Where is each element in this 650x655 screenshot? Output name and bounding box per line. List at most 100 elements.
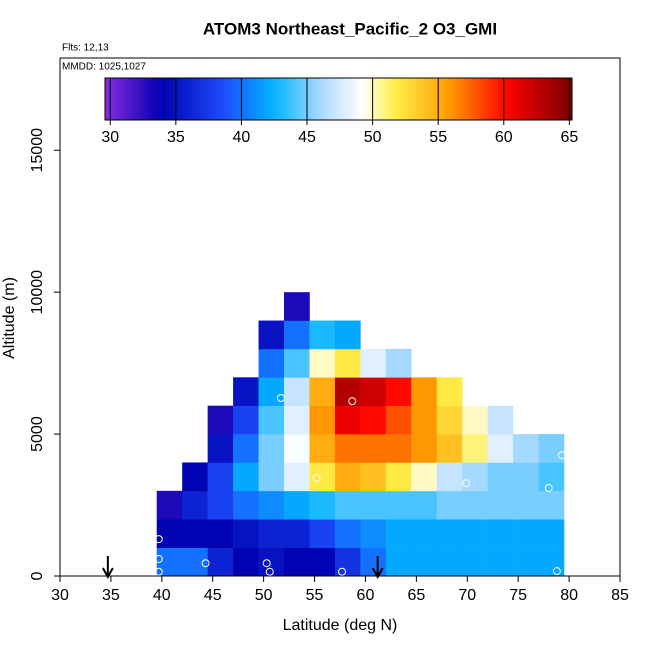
heat-cell bbox=[411, 490, 438, 520]
x-tick-label: 80 bbox=[560, 587, 578, 604]
heat-cell bbox=[487, 547, 514, 577]
heat-cell bbox=[258, 434, 285, 463]
note: MMDD: 1025,1027 bbox=[62, 62, 146, 73]
flight-point bbox=[262, 559, 271, 568]
x-tick-label: 75 bbox=[509, 587, 527, 604]
arrow bbox=[101, 556, 114, 580]
heat-cell bbox=[487, 519, 514, 548]
heat-cell bbox=[360, 377, 387, 406]
heat-cell bbox=[207, 434, 234, 463]
heat-cell bbox=[385, 547, 412, 577]
x-tick-label: 85 bbox=[611, 587, 629, 604]
colorbar-tick-label: 30 bbox=[101, 129, 119, 146]
heat-cell bbox=[487, 462, 514, 492]
heat-cell bbox=[233, 377, 259, 406]
heat-cell bbox=[284, 320, 310, 350]
heat-cell bbox=[284, 547, 310, 577]
heat-cell bbox=[309, 434, 336, 463]
heat-cell bbox=[233, 547, 259, 577]
heat-cell bbox=[182, 547, 208, 577]
heat-cell bbox=[462, 405, 488, 435]
heat-cell bbox=[207, 462, 234, 492]
chart-title: ATOM3 Northeast_Pacific_2 O3_GMI bbox=[203, 19, 497, 38]
plot-frame bbox=[59, 57, 621, 577]
heat-cell bbox=[385, 490, 412, 520]
heat-cell bbox=[538, 462, 565, 492]
heat-cell bbox=[360, 547, 387, 577]
heat-cell bbox=[284, 292, 310, 321]
heat-cell bbox=[309, 348, 336, 378]
heat-cell bbox=[436, 405, 463, 435]
heat-cell bbox=[385, 405, 412, 435]
heat-cell bbox=[207, 490, 234, 520]
heat-cell bbox=[436, 547, 463, 577]
heat-cell bbox=[233, 490, 259, 520]
heat-cell bbox=[462, 490, 488, 520]
heat-cell bbox=[284, 519, 310, 548]
heat-cell bbox=[258, 405, 285, 435]
heat-cell bbox=[258, 348, 285, 378]
heat-cell bbox=[462, 547, 488, 577]
heat-cell bbox=[284, 434, 310, 463]
heat-cell bbox=[334, 547, 361, 577]
heat-cell bbox=[233, 519, 259, 548]
heat-cell bbox=[360, 490, 387, 520]
heat-cell bbox=[360, 348, 387, 378]
y-tick-label: 10000 bbox=[29, 270, 46, 315]
x-tick-label: 70 bbox=[458, 587, 476, 604]
flight-point bbox=[291, 278, 300, 287]
heat-cell bbox=[411, 405, 438, 435]
flight-point bbox=[154, 535, 163, 544]
heat-cell bbox=[258, 320, 285, 350]
heat-cell bbox=[538, 519, 565, 548]
y-axis-label: Altitude (m) bbox=[1, 277, 18, 359]
heat-cell bbox=[284, 377, 310, 406]
x-tick-label: 40 bbox=[153, 587, 171, 604]
flight-point bbox=[201, 559, 210, 568]
heat-cell bbox=[360, 434, 387, 463]
flight-point bbox=[348, 397, 357, 406]
note: Flts: 12,13 bbox=[62, 43, 109, 54]
heat-cell bbox=[207, 405, 234, 435]
heat-cell bbox=[156, 519, 183, 548]
colorbar-tick-label: 60 bbox=[495, 129, 513, 146]
heat-cell bbox=[385, 519, 412, 548]
heat-cell bbox=[233, 405, 259, 435]
heat-cell bbox=[233, 462, 259, 492]
heat-cell bbox=[258, 462, 285, 492]
y-tick-label: 5000 bbox=[29, 416, 46, 452]
heat-cell bbox=[182, 462, 208, 492]
heat-cell bbox=[436, 490, 463, 520]
flight-point bbox=[154, 554, 163, 563]
x-tick-label: 65 bbox=[407, 587, 425, 604]
heat-cell bbox=[284, 490, 310, 520]
flight-point bbox=[338, 567, 347, 576]
heat-cell bbox=[462, 519, 488, 548]
flight-point bbox=[312, 474, 321, 483]
colorbar-tick-label: 55 bbox=[429, 129, 447, 146]
heat-cell bbox=[233, 434, 259, 463]
arrow-head bbox=[371, 567, 384, 580]
colorbar-tick-label: 50 bbox=[364, 129, 382, 146]
heat-cell bbox=[207, 547, 234, 577]
heat-cell bbox=[411, 462, 438, 492]
heat-cell bbox=[182, 519, 208, 548]
flight-point bbox=[265, 567, 274, 576]
heat-cell bbox=[284, 348, 310, 378]
heat-cell bbox=[513, 547, 539, 577]
flight-point bbox=[276, 394, 285, 403]
heat-cell bbox=[334, 490, 361, 520]
heat-cell bbox=[436, 434, 463, 463]
heat-cell bbox=[487, 405, 514, 435]
heat-cell bbox=[258, 519, 285, 548]
colorbar-tick-label: 40 bbox=[233, 129, 251, 146]
heat-cell bbox=[334, 320, 361, 350]
heat-cell bbox=[334, 462, 361, 492]
heat-cell bbox=[411, 519, 438, 548]
x-tick-label: 35 bbox=[102, 587, 120, 604]
heat-cell bbox=[182, 490, 208, 520]
heat-cell bbox=[487, 434, 514, 463]
heat-cell bbox=[284, 462, 310, 492]
heat-cell bbox=[284, 405, 310, 435]
heat-cell bbox=[513, 462, 539, 492]
